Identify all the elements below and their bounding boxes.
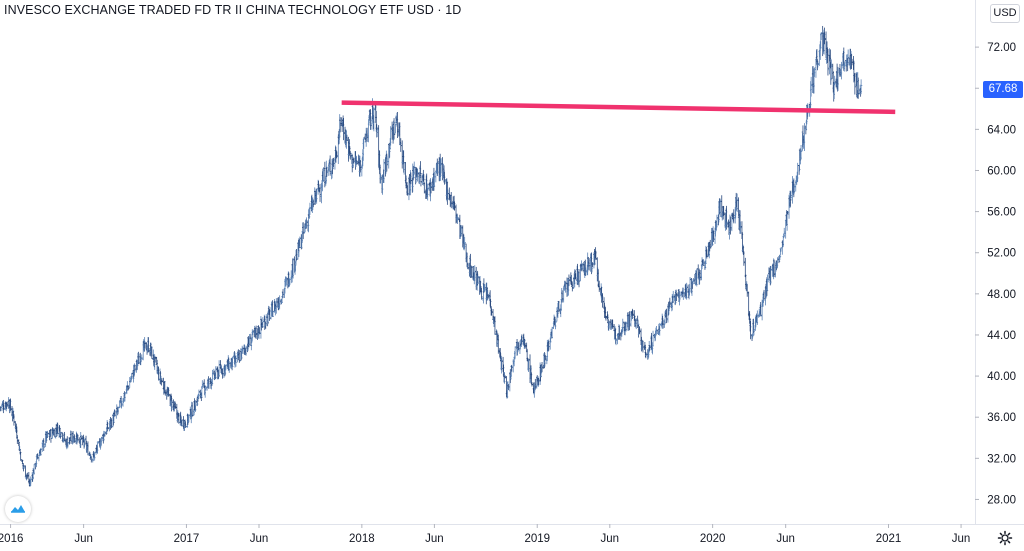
price-tick-label: 60.00: [987, 165, 1016, 177]
ohlc-bars: [0, 26, 862, 487]
price-tick-label: 40.00: [987, 371, 1016, 383]
currency-badge[interactable]: USD: [990, 4, 1020, 23]
time-tick-label: Jun: [601, 533, 620, 545]
time-tick-label: Jun: [250, 533, 269, 545]
price-axis[interactable]: 28.00 32.00 36.00 40.00 44.00 48.00 52.00 56.00…: [975, 42, 1016, 506]
price-tick-label: 56.00: [987, 207, 1016, 219]
price-tick-label: 28.00: [987, 494, 1016, 506]
time-tick-label: Jun: [74, 533, 93, 545]
last-price-label: 67.68: [983, 81, 1023, 98]
price-tick-label: 64.00: [987, 124, 1016, 136]
price-tick-label: 36.00: [987, 412, 1016, 424]
time-tick-label: 2018: [349, 533, 375, 545]
price-tick-label: 48.00: [987, 289, 1016, 301]
trendlines[interactable]: [342, 103, 896, 112]
time-tick-label: 2021: [876, 533, 902, 545]
ohlc-bar: [38, 455, 40, 461]
time-tick-label: Jun: [776, 533, 795, 545]
time-tick-label: 2016: [0, 533, 23, 545]
price-tick-label: 32.00: [987, 453, 1016, 465]
price-tick-label: 44.00: [987, 330, 1016, 342]
price-tick-label: 72.00: [987, 42, 1016, 54]
time-tick-label: Jun: [952, 533, 971, 545]
ohlc-bar: [394, 124, 396, 133]
settings-gear-icon[interactable]: [997, 530, 1013, 546]
tradingview-logo-icon[interactable]: [5, 496, 31, 522]
ohlc-bar: [319, 184, 321, 202]
time-tick-label: 2017: [174, 533, 200, 545]
time-tick-label: 2020: [700, 533, 726, 545]
time-tick-label: Jun: [425, 533, 444, 545]
price-tick-label: 52.00: [987, 248, 1016, 260]
resistance-trendline[interactable]: [342, 103, 896, 112]
time-tick-label: 2019: [524, 533, 550, 545]
time-axis[interactable]: 2016 Jun 2017 Jun 2018 Jun 2019 Jun 2020 Jun 2021 J…: [0, 524, 970, 545]
ohlc-bar: [744, 258, 746, 277]
ohlc-bar: [743, 251, 745, 265]
